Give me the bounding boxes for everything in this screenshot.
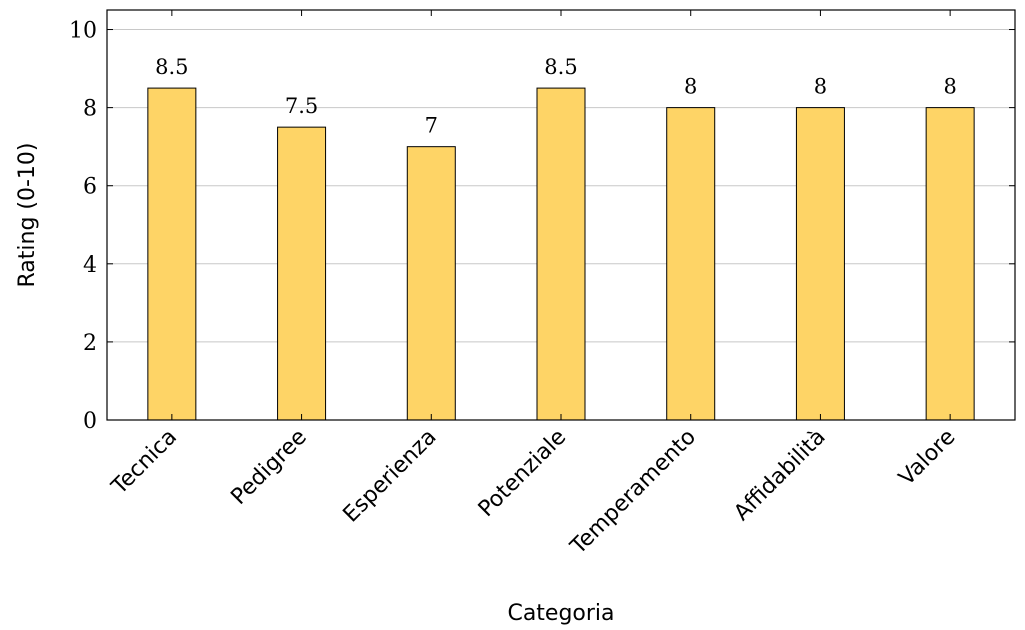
- data-labels: 8.5 7.5 7 8.5 8 8 8: [155, 55, 957, 138]
- x-tick-label: Esperienza: [339, 425, 442, 528]
- y-tick-label: 4: [83, 253, 97, 278]
- y-tick-labels: 0 2 4 6 8 10: [69, 19, 97, 434]
- bar: [406, 146, 456, 421]
- x-tick-label: Potenziale: [474, 425, 571, 522]
- x-tick-label: Pedigree: [226, 425, 311, 510]
- data-label: 7.5: [285, 94, 318, 118]
- bar: [925, 107, 975, 421]
- x-tick-label: Valore: [894, 425, 960, 491]
- data-label: 8.5: [544, 55, 577, 79]
- plot-frame: [106, 9, 1016, 421]
- x-axis-title: Categoria: [507, 601, 614, 626]
- y-tick-label: 0: [83, 409, 97, 434]
- x-tick-label: Tecnica: [106, 425, 182, 501]
- data-label: 8: [684, 75, 697, 99]
- y-tick-label: 6: [83, 175, 97, 200]
- bar: [536, 87, 586, 421]
- x-tick-label: Temperamento: [565, 425, 701, 561]
- y-tick-label: 8: [83, 97, 97, 122]
- y-axis-title: Rating (0-10): [15, 142, 40, 287]
- y-tick-label: 2: [83, 331, 97, 356]
- data-label: 8: [814, 75, 827, 99]
- data-label: 7: [425, 114, 438, 138]
- data-label: 8.5: [155, 55, 188, 79]
- data-label: 8: [943, 75, 956, 99]
- y-tick-label: 10: [69, 19, 97, 44]
- x-tick-label: Affidabilità: [729, 425, 830, 526]
- bar: [666, 107, 716, 421]
- bar: [795, 107, 845, 421]
- x-tick-labels: Tecnica Pedigree Esperienza PotenzialeTempe…: [106, 425, 960, 561]
- bar: [277, 126, 327, 421]
- bar: [147, 87, 197, 421]
- bars: [147, 87, 975, 421]
